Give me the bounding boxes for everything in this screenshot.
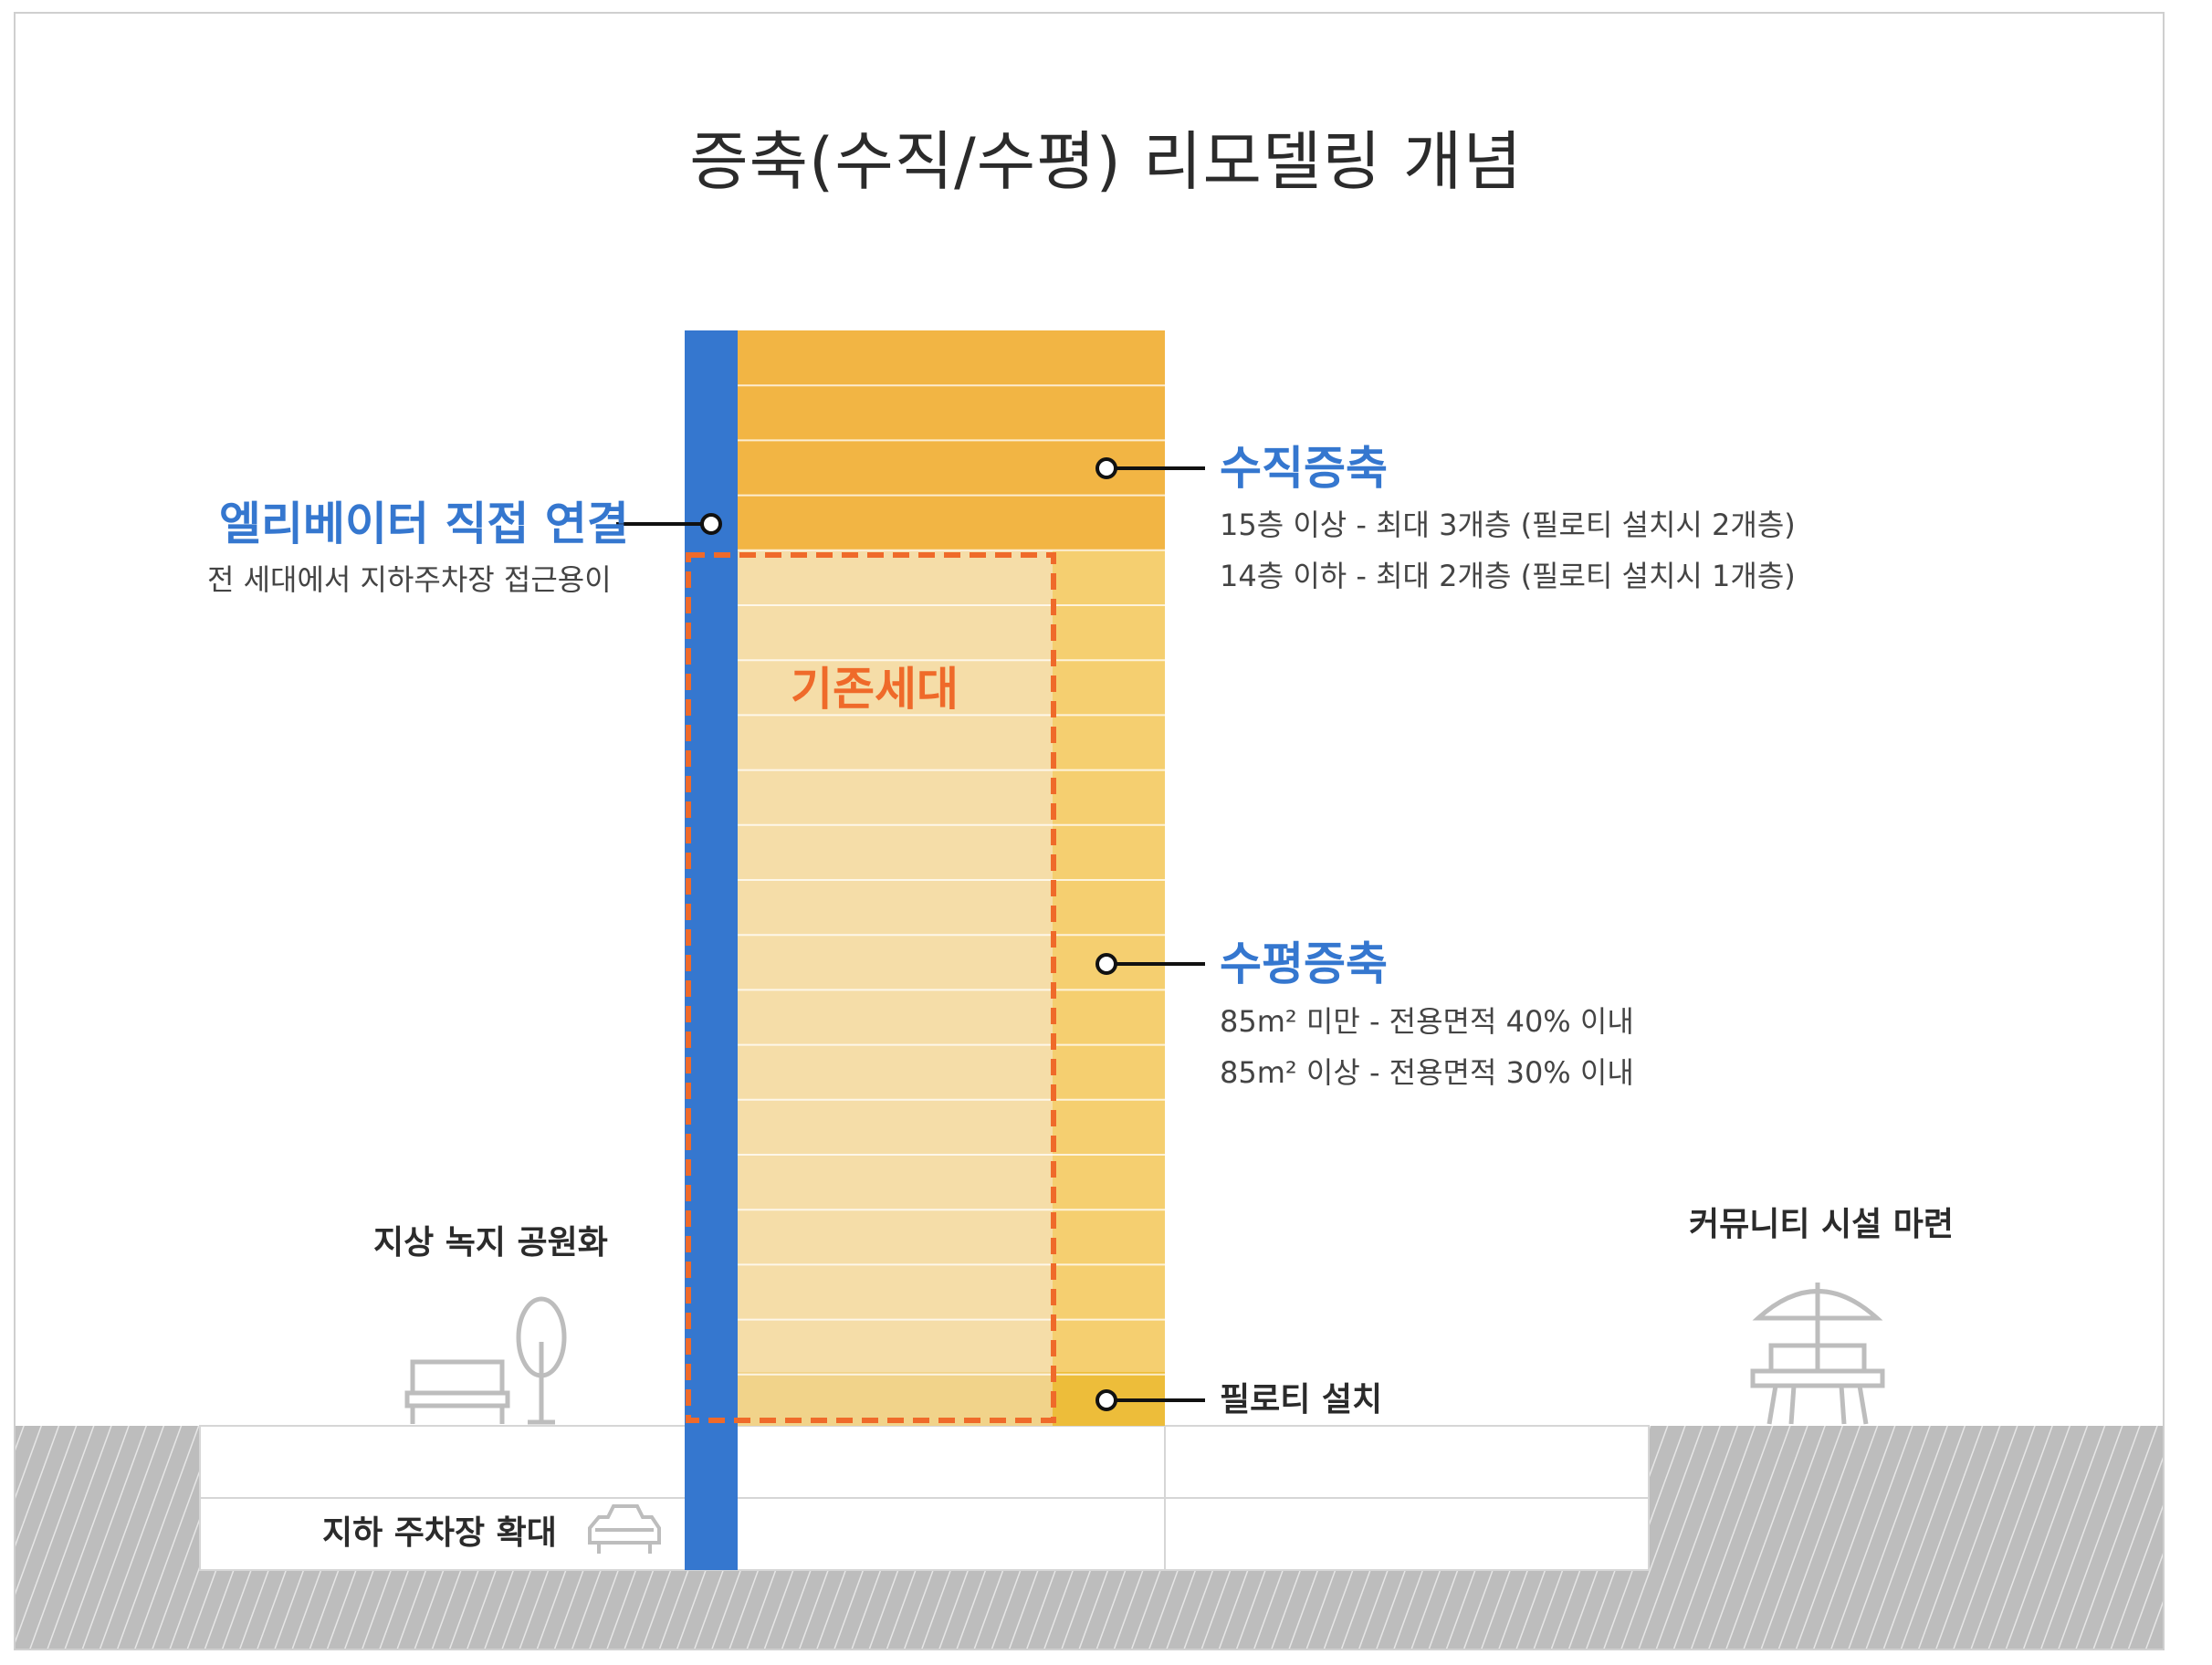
elevator-description: 전 세대에서 지하주차장 접근용이: [207, 562, 612, 597]
vertical-extension-heading: 수직증축: [1220, 442, 1388, 495]
elevator-marker: [700, 513, 722, 535]
parasol-table-icon: [1750, 1283, 1885, 1425]
underground-parking-label: 지하 주차장 확대: [322, 1514, 557, 1552]
vertical-extension-line: 15층 이상 - 최대 3개층 (필로티 설치시 2개층): [1220, 508, 1796, 542]
vertical-marker: [1096, 457, 1117, 479]
existing-units-label: 기존세대: [791, 663, 959, 716]
bench-icon: [404, 1359, 510, 1424]
piloti-existing-floor: [738, 1372, 1053, 1426]
elevator-shaft: [685, 330, 738, 1570]
car-icon: [588, 1504, 661, 1554]
floor-lines: [738, 384, 1165, 1376]
piloti-marker: [1096, 1389, 1117, 1411]
horizontal-extension-line: 85m² 이상 - 전용면적 30% 이내: [1220, 1055, 1634, 1090]
page-title: 증축(수직/수평) 리모델링 개념: [689, 124, 1523, 199]
existing-units-block: [738, 550, 1053, 1426]
piloti-label: 필로티 설치: [1220, 1381, 1383, 1419]
tree-icon: [516, 1296, 567, 1425]
diagram-frame: [14, 12, 2165, 1650]
horizontal-extension-heading: 수평증축: [1220, 937, 1388, 990]
horizontal-marker: [1096, 953, 1117, 975]
existing-units-outline: [686, 552, 1056, 1423]
community-facility-label: 커뮤니티 시설 마련: [1689, 1206, 1955, 1243]
vertical-extension-line: 14층 이하 - 최대 2개층 (필로티 설치시 1개층): [1220, 559, 1796, 593]
horizontal-extension-line: 85m² 미만 - 전용면적 40% 이내: [1220, 1004, 1634, 1039]
elevator-heading: 엘리베이터 직접 연결: [219, 497, 629, 550]
ground-park-label: 지상 녹지 공원화: [373, 1224, 608, 1262]
